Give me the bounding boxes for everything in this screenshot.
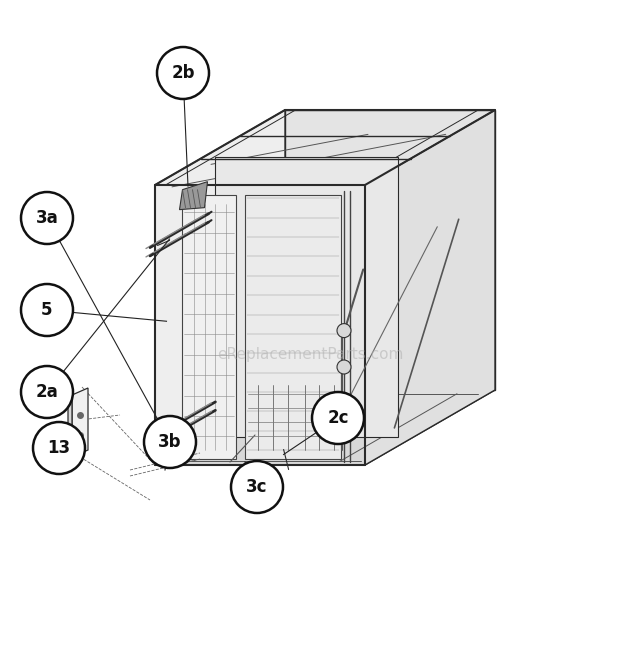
Polygon shape bbox=[155, 390, 495, 465]
Polygon shape bbox=[244, 195, 341, 459]
Polygon shape bbox=[365, 110, 495, 465]
Polygon shape bbox=[285, 110, 495, 390]
Text: 5: 5 bbox=[42, 301, 53, 319]
Polygon shape bbox=[215, 156, 397, 436]
Text: 3c: 3c bbox=[246, 478, 268, 496]
Polygon shape bbox=[68, 395, 72, 459]
Circle shape bbox=[337, 323, 351, 338]
Text: 3b: 3b bbox=[158, 433, 182, 451]
Circle shape bbox=[231, 461, 283, 513]
Text: 13: 13 bbox=[48, 439, 71, 457]
Text: 2a: 2a bbox=[35, 383, 58, 401]
Circle shape bbox=[21, 192, 73, 244]
Text: eReplacementParts.com: eReplacementParts.com bbox=[217, 348, 403, 362]
Polygon shape bbox=[182, 195, 236, 459]
Text: 3a: 3a bbox=[35, 209, 58, 227]
Circle shape bbox=[144, 416, 196, 468]
Polygon shape bbox=[155, 110, 285, 465]
Text: 2c: 2c bbox=[327, 409, 348, 427]
Circle shape bbox=[21, 284, 73, 336]
Polygon shape bbox=[72, 388, 88, 457]
Text: 2b: 2b bbox=[171, 64, 195, 82]
Circle shape bbox=[157, 47, 209, 99]
Polygon shape bbox=[180, 182, 208, 210]
Circle shape bbox=[337, 360, 351, 374]
Circle shape bbox=[33, 422, 85, 474]
Circle shape bbox=[312, 392, 364, 444]
Circle shape bbox=[21, 366, 73, 418]
